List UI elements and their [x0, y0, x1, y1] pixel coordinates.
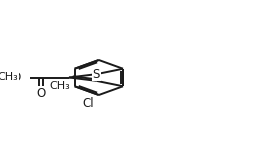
- Text: Cl: Cl: [83, 97, 95, 110]
- Text: O: O: [36, 87, 46, 100]
- Text: CH₃: CH₃: [0, 73, 18, 82]
- Text: O: O: [11, 71, 21, 84]
- Text: S: S: [93, 68, 100, 81]
- Text: CH₃: CH₃: [49, 81, 70, 91]
